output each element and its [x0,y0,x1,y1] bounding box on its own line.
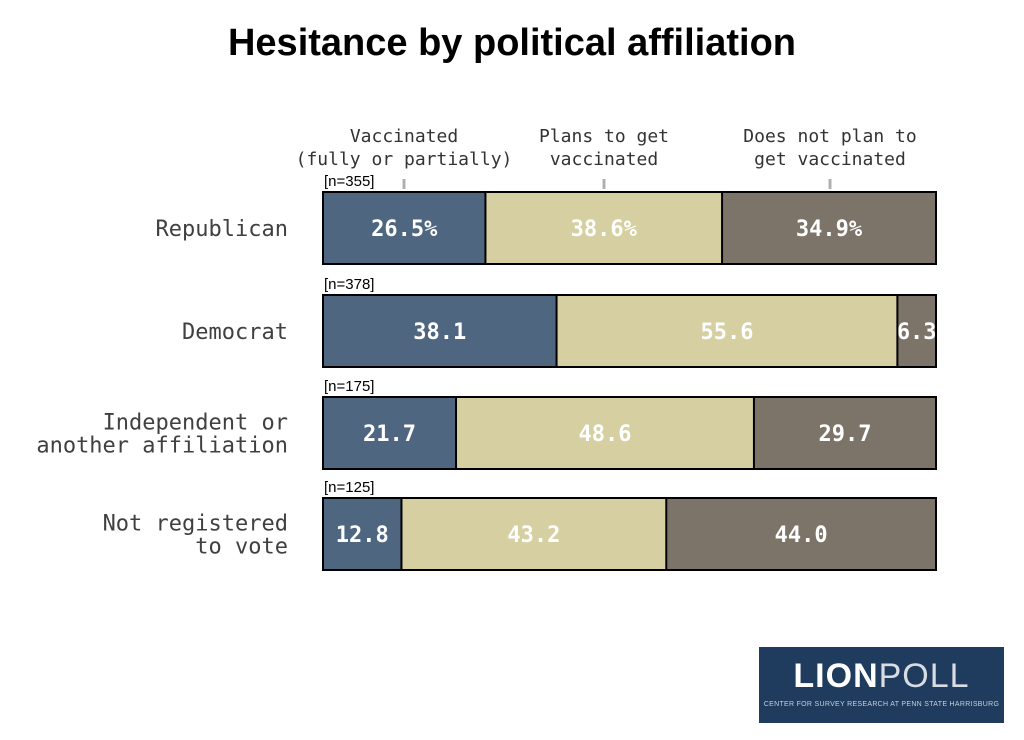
column-header-line: Vaccinated [350,126,458,147]
row-2: [n=378] Democrat 38.1 55.6 6.3 [182,276,937,368]
logo-lion-text: LION [793,657,879,695]
category-label: to vote [195,535,288,560]
logo-tagline: CENTER FOR SURVEY RESEARCH AT PENN STATE… [763,701,1000,708]
sample-size-label: [n=175] [324,378,374,395]
data-label: 55.6 [700,320,753,345]
column-header-line: get vaccinated [754,149,906,170]
data-label: 48.6 [578,422,631,447]
bar-segment [401,498,667,570]
column-header-line: Does not plan to [743,126,916,147]
sample-size-label: [n=125] [324,479,374,496]
column-headers: Vaccinated(fully or partially) Plans to g… [296,126,917,189]
data-label: 34.9% [796,217,863,242]
bar-outline [322,396,937,470]
bar-segment [556,295,898,367]
bar-segment [323,397,457,469]
category-label: Republican [156,217,288,242]
bar-outline [322,191,937,265]
data-label: 43.2 [507,523,560,548]
sample-size-label: [n=355] [324,173,374,190]
row-1: [n=355] Republican 26.5% 38.6% 34.9% [156,173,937,265]
bar-segment [722,192,936,264]
bar-segment [323,192,486,264]
bar-segment [456,397,754,469]
column-header-line: Plans to get [539,126,669,147]
data-label: 12.8 [336,523,389,548]
category-label: Independent or [103,411,288,436]
column-header-line: vaccinated [550,149,658,170]
logo-poll-text: POLL [878,657,970,695]
category-label: Democrat [182,320,288,345]
category-label: Not registered [103,512,288,537]
lion-poll-logo: LIONPOLL CENTER FOR SURVEY RESEARCH AT P… [759,647,1004,723]
bar-rows: [n=355] Republican 26.5% 38.6% 34.9% [n=378] D… [36,173,937,571]
data-label: 38.6% [571,217,638,242]
bar-segment [323,498,402,570]
sample-size-label: [n=378] [324,276,374,293]
data-label: 6.3 [897,320,937,345]
data-label: 26.5% [371,217,438,242]
column-header-line: (fully or partially) [296,149,513,170]
logo-wordmark: LIONPOLL [759,658,1004,694]
column-header-1: Vaccinated(fully or partially) [296,126,513,189]
data-label: 38.1 [413,320,466,345]
data-label: 21.7 [363,422,416,447]
chart-title: Hesitance by political affiliation [227,22,796,64]
data-label: 29.7 [818,422,871,447]
bar-segment [485,192,723,264]
bar-segment [666,498,936,570]
bar-segment [897,295,936,367]
bar-outline [322,294,937,368]
bar-outline [322,497,937,571]
bar-segment [753,397,936,469]
category-label: another affiliation [36,434,288,459]
data-label: 44.0 [775,523,828,548]
bar-segment [323,295,557,367]
